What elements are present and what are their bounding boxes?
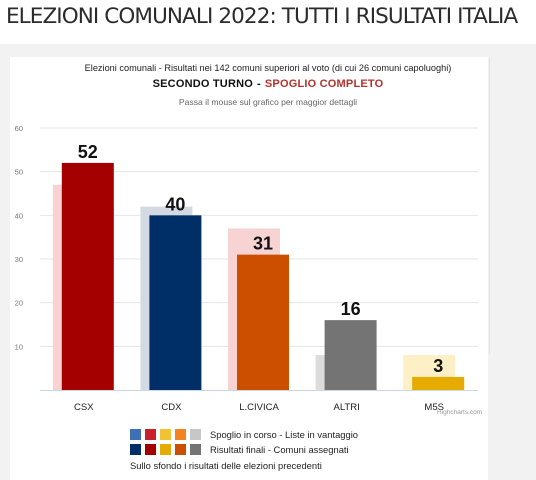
- x-tick-label: CSX: [74, 402, 94, 413]
- legend-swatch: [160, 444, 171, 455]
- y-tick-label: 20: [15, 299, 23, 308]
- legend-swatch: [190, 444, 201, 455]
- x-tick-label: CDX: [161, 402, 182, 413]
- legend-swatch: [145, 444, 156, 455]
- bar-data-label: 3: [433, 356, 443, 376]
- y-tick-label: 40: [15, 211, 23, 220]
- legend-note: Sullo sfondo i risultati delle elezioni …: [130, 460, 322, 471]
- chart-title-separator: -: [257, 78, 261, 90]
- scroll-rail: [489, 58, 490, 354]
- legend-text-in-progress: Spoglio in corso - Liste in vantaggio: [210, 429, 359, 440]
- legend-swatch: [130, 444, 141, 455]
- x-tick-label: M5S: [424, 402, 444, 413]
- legend-swatch: [130, 429, 141, 440]
- bar-data-label: 40: [165, 194, 185, 214]
- chart-title-status: SPOGLIO COMPLETO: [264, 78, 384, 90]
- x-tick-label: ALTRI: [333, 402, 359, 413]
- chart-subtitle: Elezioni comunali - Risultati nei 142 co…: [84, 63, 452, 73]
- bar-data-label: 31: [253, 234, 273, 254]
- final-result-bar[interactable]: [324, 320, 377, 390]
- y-tick-label: 30: [15, 255, 23, 264]
- chart-title-main: SECONDO TURNO: [152, 78, 253, 90]
- y-tick-label: 50: [15, 168, 23, 177]
- legend-swatch: [175, 429, 186, 440]
- chart-title: SECONDO TURNO - SPOGLIO COMPLETO: [0, 78, 536, 90]
- chart-hint: Passa il mouse sul grafico per maggior d…: [178, 97, 358, 107]
- legend-text-final: Risultati finali - Comuni assegnati: [210, 444, 349, 455]
- y-tick-label: 60: [15, 124, 23, 133]
- legend-swatch: [190, 429, 201, 440]
- page-headline: ELEZIONI COMUNALI 2022: TUTTI I RISULTAT…: [6, 4, 518, 29]
- legend-swatch: [160, 429, 171, 440]
- x-tick-label: L.CIVICA: [239, 402, 279, 413]
- legend-swatch: [175, 444, 186, 455]
- final-result-bar[interactable]: [149, 215, 202, 390]
- legend-swatch: [145, 429, 156, 440]
- final-result-bar[interactable]: [61, 162, 114, 390]
- highcharts-credits[interactable]: Highcharts.com: [437, 409, 483, 416]
- bar-chart[interactable]: 10 20 30 40 50 60 52 CSX 40 CDX 31 L.CIVICA 16 ALTRI 3…: [0, 0, 536, 430]
- final-result-bar[interactable]: [412, 376, 465, 390]
- bar-data-label: 52: [78, 142, 98, 162]
- y-tick-label: 10: [15, 342, 23, 351]
- bar-data-label: 16: [341, 299, 361, 319]
- final-result-bar[interactable]: [237, 254, 289, 390]
